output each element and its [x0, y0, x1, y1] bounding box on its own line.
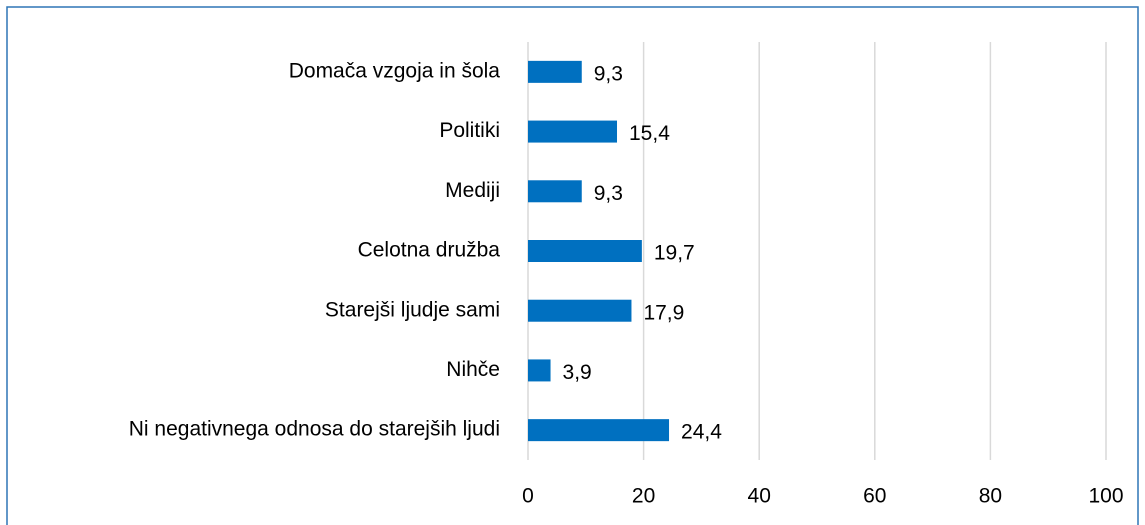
y-tick-label: Mediji	[445, 179, 500, 202]
x-tick-label: 60	[863, 485, 886, 508]
bar	[528, 60, 582, 83]
y-tick-label: Domača vzgoja in šola	[289, 59, 501, 82]
bar	[528, 180, 582, 203]
x-tick-label: 100	[1088, 485, 1123, 508]
y-tick-label: Ni negativnega odnosa do starejših ljudi	[129, 418, 500, 441]
x-tick-label: 0	[522, 485, 534, 508]
y-tick-label: Celotna družba	[358, 239, 501, 262]
bar	[528, 240, 642, 262]
chart-frame	[6, 6, 1139, 525]
value-label: 19,7	[654, 242, 695, 265]
value-label: 9,3	[594, 182, 623, 205]
x-tick-label: 40	[748, 485, 771, 508]
bar	[528, 120, 618, 143]
value-label: 24,4	[681, 421, 722, 444]
y-tick-label: Politiki	[439, 119, 500, 142]
bar	[528, 419, 670, 442]
x-tick-label: 20	[632, 485, 655, 508]
value-label: 17,9	[643, 301, 684, 324]
value-label: 3,9	[563, 361, 592, 384]
x-tick-label: 80	[979, 485, 1002, 508]
bar	[528, 359, 551, 382]
bar	[528, 299, 632, 322]
value-label: 9,3	[594, 62, 623, 85]
y-tick-label: Starejši ljudje sami	[325, 298, 500, 321]
y-tick-label: Nihče	[446, 358, 500, 381]
value-label: 15,4	[629, 122, 670, 145]
